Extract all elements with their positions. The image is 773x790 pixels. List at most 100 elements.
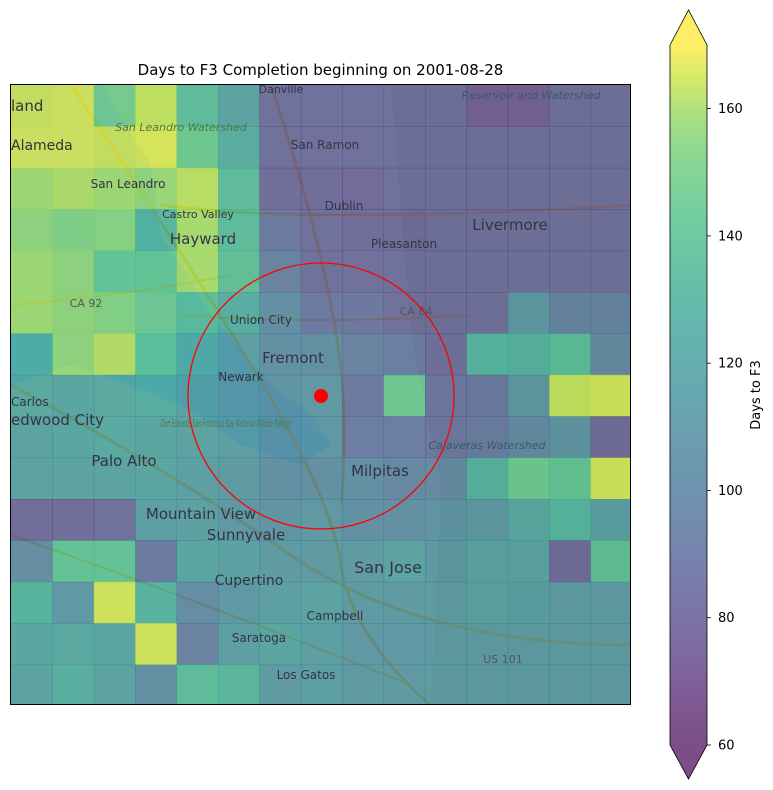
- place-label: Castro Valley: [162, 208, 234, 221]
- heatmap-cell: [11, 374, 53, 417]
- heatmap-cell: [590, 333, 630, 376]
- heatmap-cell: [176, 416, 219, 459]
- heatmap-cell: [466, 167, 509, 210]
- heatmap-cell: [507, 416, 550, 459]
- heatmap-cell: [425, 209, 467, 252]
- heatmap-cell: [52, 664, 95, 704]
- colorbar-extend-max: [670, 10, 707, 45]
- heatmap-cell: [176, 457, 219, 500]
- heatmap-cell: [342, 292, 385, 334]
- heatmap-cell: [425, 85, 467, 127]
- place-label: land: [11, 97, 43, 115]
- heatmap-cell: [590, 167, 630, 210]
- heatmap-cell: [425, 126, 467, 169]
- heatmap-cell: [218, 664, 260, 704]
- heatmap-cell: [300, 457, 343, 500]
- basemap-labels: Danville Reservoir and Watershed land Sa…: [11, 85, 602, 682]
- colorbar-extend-min: [670, 745, 707, 779]
- heatmap-cell: [590, 250, 630, 293]
- heatmap-cell: [425, 167, 467, 210]
- heatmap-cell: [425, 623, 467, 666]
- place-label: Don Edwards San Francisco Bay National W…: [161, 417, 291, 430]
- heatmap-cell: [218, 85, 260, 127]
- chart-title: Days to F3 Completion beginning on 2001-…: [137, 61, 504, 79]
- heatmap-cell: [259, 664, 302, 704]
- heatmap-cell: [52, 499, 95, 541]
- colorbar-gradient: [670, 45, 707, 745]
- colorbar-tick-label: 140: [718, 229, 743, 244]
- heatmap-cell: [135, 167, 178, 210]
- heatmap-cell: [590, 209, 630, 252]
- heatmap-cell: [342, 209, 385, 252]
- heatmap-cell: [342, 250, 385, 293]
- heatmap-cell: [135, 374, 178, 417]
- map-svg: Danville Reservoir and Watershed land Sa…: [11, 85, 630, 704]
- heatmap-cell: [342, 540, 385, 583]
- colorbar-tick-label: 60: [718, 739, 735, 754]
- heatmap-cell: [507, 499, 550, 541]
- heatmap-cell: [93, 85, 136, 127]
- heatmap-cell: [176, 85, 219, 127]
- place-label: San Leandro Watershed: [115, 121, 248, 134]
- heatmap-cell: [383, 250, 426, 293]
- heatmap-cell: [507, 333, 550, 376]
- heatmap-cell: [52, 250, 95, 293]
- heatmap-cell: [135, 292, 178, 334]
- heatmap-cell: [259, 499, 302, 541]
- heatmap-cell: [549, 540, 592, 583]
- heatmap-cell: [93, 167, 136, 210]
- place-label: Newark: [218, 370, 263, 384]
- place-label: Hayward: [170, 230, 236, 248]
- heatmap-cell: [342, 623, 385, 666]
- heatmap-cell: [342, 499, 385, 541]
- heatmap-cell: [11, 581, 53, 624]
- heatmap-cell: [590, 623, 630, 666]
- heatmap-cell: [507, 250, 550, 293]
- heatmap-cell: [549, 333, 592, 376]
- heatmap-cell: [507, 581, 550, 624]
- heatmap-cell: [466, 85, 509, 127]
- heatmap-cell: [549, 374, 592, 417]
- heatmap-cell: [93, 664, 136, 704]
- heatmap-cell: [93, 540, 136, 583]
- heatmap-cell: [383, 540, 426, 583]
- heatmap-cell: [342, 126, 385, 169]
- place-label: Saratoga: [232, 631, 286, 645]
- heatmap-cell: [93, 457, 136, 500]
- heatmap-cell: [52, 209, 95, 252]
- heatmap-cell: [383, 209, 426, 252]
- heatmap-cell: [342, 581, 385, 624]
- heatmap-cell: [93, 374, 136, 417]
- heatmap-cell: [383, 664, 426, 704]
- place-label: San Ramon: [291, 138, 359, 152]
- place-label: Dublin: [325, 199, 364, 213]
- heatmap-cell: [176, 623, 219, 666]
- heatmap-cell: [11, 250, 53, 293]
- heatmap-cell: [259, 250, 302, 293]
- heatmap-cell: [590, 499, 630, 541]
- heatmap-cell: [135, 209, 178, 252]
- heatmap-cell: [342, 85, 385, 127]
- heatmap-cell: [11, 167, 53, 210]
- heatmap-cell: [590, 292, 630, 334]
- heatmap-cell: [135, 664, 178, 704]
- heatmap-cell: [342, 333, 385, 376]
- heatmap-cell: [52, 540, 95, 583]
- heatmap-cell: [218, 374, 260, 417]
- heatmap-cell: [52, 126, 95, 169]
- heatmap-cell: [11, 457, 53, 500]
- heatmap-cell: [11, 85, 53, 127]
- place-label: Fremont: [262, 349, 324, 367]
- heatmap-cell: [590, 374, 630, 417]
- heatmap-cell: [52, 374, 95, 417]
- heatmap-cell: [507, 623, 550, 666]
- heatmap-cell: [425, 664, 467, 704]
- heatmap-cell: [52, 167, 95, 210]
- place-label: Union City: [230, 313, 292, 327]
- place-label: CA 84: [400, 305, 433, 318]
- heatmap-cell: [466, 416, 509, 459]
- heatmap-cell: [93, 126, 136, 169]
- heatmap-cell: [135, 581, 178, 624]
- heatmap-cell: [383, 167, 426, 210]
- heatmap-cell: [259, 292, 302, 334]
